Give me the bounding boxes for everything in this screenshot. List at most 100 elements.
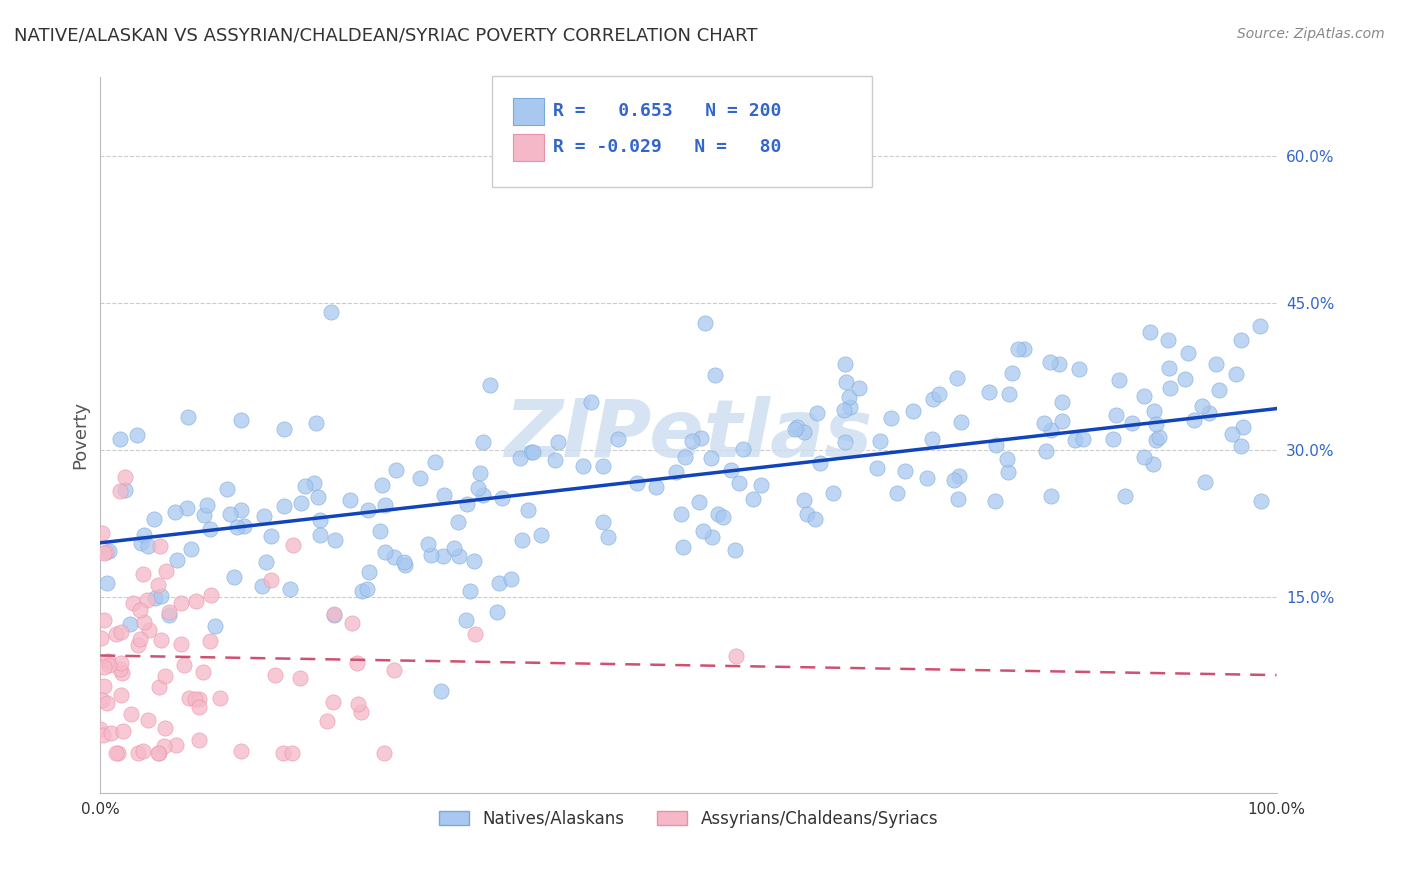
Point (108, 432, 131, 446)
Point (176, 501, 198, 516)
Point (1205, 357, 1227, 371)
Point (271, 747, 294, 761)
Point (706, 508, 728, 522)
Point (198, 522, 221, 536)
Point (915, 471, 938, 485)
Point (350, 705, 373, 719)
Point (1040, 423, 1063, 437)
Point (97, 658, 120, 673)
Point (129, 632, 152, 646)
Point (356, 582, 378, 596)
Point (97, 543, 120, 558)
Point (997, 387, 1019, 401)
Point (1182, 413, 1205, 427)
Point (943, 473, 966, 487)
Point (544, 453, 567, 467)
Point (108, 484, 131, 499)
Point (229, 503, 252, 517)
Point (977, 384, 1000, 399)
Point (114, 483, 136, 498)
Point (253, 509, 276, 524)
Point (922, 392, 945, 406)
Point (1144, 433, 1167, 447)
Point (273, 422, 295, 436)
Text: ZIPetlas: ZIPetlas (505, 396, 873, 474)
Point (368, 524, 391, 539)
Point (136, 539, 159, 553)
Point (104, 627, 127, 641)
Point (672, 540, 695, 554)
Point (470, 466, 492, 480)
Point (681, 434, 703, 448)
Point (153, 669, 176, 683)
Point (132, 566, 155, 581)
Point (1064, 434, 1087, 448)
Point (447, 515, 470, 529)
Point (90, 631, 112, 645)
Point (832, 402, 855, 417)
Point (110, 656, 132, 670)
Point (96, 696, 118, 710)
Point (510, 533, 533, 548)
Point (283, 538, 305, 552)
Point (136, 713, 159, 727)
Point (382, 549, 405, 564)
Point (134, 615, 156, 629)
Point (186, 594, 208, 608)
Point (880, 411, 903, 425)
Point (114, 470, 136, 484)
Point (834, 434, 856, 449)
Point (1230, 438, 1253, 452)
Point (218, 508, 240, 522)
Point (626, 475, 648, 490)
Point (132, 744, 155, 758)
Point (90, 525, 112, 540)
Point (838, 390, 860, 404)
Point (1139, 326, 1161, 340)
Point (180, 541, 202, 556)
Point (339, 493, 361, 508)
Point (108, 661, 131, 675)
Point (166, 553, 188, 567)
Point (392, 555, 415, 569)
Point (273, 500, 295, 514)
Point (155, 564, 177, 578)
Point (1108, 373, 1130, 387)
Point (467, 481, 489, 495)
Point (1035, 444, 1057, 458)
Point (148, 747, 170, 761)
Text: R = -0.029   N =   80: R = -0.029 N = 80 (553, 138, 780, 156)
Point (250, 578, 273, 592)
Point (408, 470, 430, 484)
Point (148, 680, 170, 694)
Point (150, 633, 173, 648)
Point (143, 591, 166, 606)
Point (823, 485, 845, 500)
Point (665, 465, 688, 479)
Point (371, 478, 394, 492)
Point (260, 573, 283, 587)
Point (1050, 394, 1073, 409)
Y-axis label: Poverty: Poverty (72, 401, 89, 469)
Point (294, 478, 316, 492)
Point (456, 497, 478, 511)
Point (394, 558, 416, 572)
Point (463, 554, 485, 568)
Point (1249, 319, 1271, 334)
Point (127, 747, 149, 761)
Point (382, 663, 405, 677)
Point (374, 498, 396, 512)
Point (157, 605, 180, 619)
Point (323, 608, 346, 623)
Point (695, 316, 717, 330)
Point (530, 528, 553, 542)
Point (93, 660, 115, 674)
Point (1049, 358, 1071, 372)
Point (808, 456, 831, 470)
Point (308, 528, 330, 542)
Point (170, 637, 193, 651)
Point (491, 491, 513, 506)
Point (138, 623, 160, 637)
Point (173, 657, 195, 672)
Point (430, 684, 453, 698)
